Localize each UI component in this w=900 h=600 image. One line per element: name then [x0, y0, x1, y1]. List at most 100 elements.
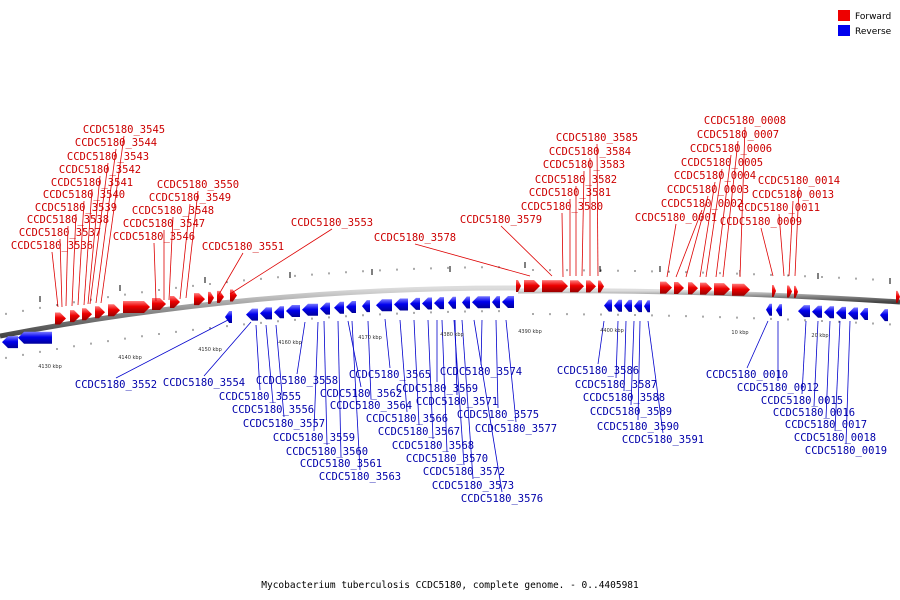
gene-label[interactable]: CCDC5180_0007	[697, 129, 779, 141]
gene-label[interactable]: CCDC5180_3590	[597, 421, 679, 433]
reverse-gene-arrow[interactable]	[836, 306, 846, 319]
gene-label[interactable]: CCDC5180_3588	[583, 392, 665, 404]
gene-label[interactable]: CCDC5180_3582	[535, 174, 617, 186]
reverse-gene-arrow[interactable]	[246, 308, 258, 321]
reverse-gene-arrow[interactable]	[502, 296, 514, 309]
reverse-gene-arrow[interactable]	[362, 300, 370, 313]
gene-label[interactable]: CCDC5180_3584	[549, 146, 631, 158]
gene-label[interactable]: CCDC5180_3569	[396, 383, 478, 395]
reverse-gene-arrow[interactable]	[422, 297, 432, 310]
forward-gene-arrow[interactable]	[208, 291, 214, 304]
forward-gene-arrow[interactable]	[95, 306, 105, 319]
reverse-gene-arrow[interactable]	[462, 296, 470, 309]
gene-label[interactable]: CCDC5180_3583	[543, 159, 625, 171]
gene-label[interactable]: CCDC5180_3577	[475, 423, 557, 435]
gene-label[interactable]: CCDC5180_0008	[704, 115, 786, 127]
gene-label[interactable]: CCDC5180_0016	[773, 407, 855, 419]
gene-label[interactable]: CCDC5180_3578	[374, 232, 456, 244]
gene-label[interactable]: CCDC5180_3550	[157, 179, 239, 191]
gene-label[interactable]: CCDC5180_3558	[256, 375, 338, 387]
gene-label[interactable]: CCDC5180_3538	[27, 214, 109, 226]
gene-label[interactable]: CCDC5180_3539	[35, 202, 117, 214]
gene-label[interactable]: CCDC5180_0018	[794, 432, 876, 444]
gene-label[interactable]: CCDC5180_0011	[738, 202, 820, 214]
gene-label[interactable]: CCDC5180_3585	[556, 132, 638, 144]
reverse-gene-arrow[interactable]	[2, 336, 18, 349]
reverse-gene-arrow[interactable]	[776, 304, 782, 317]
gene-label[interactable]: CCDC5180_3571	[416, 396, 498, 408]
gene-label[interactable]: CCDC5180_0004	[674, 170, 756, 182]
gene-label[interactable]: CCDC5180_3553	[291, 217, 373, 229]
gene-label[interactable]: CCDC5180_3563	[319, 471, 401, 483]
gene-label[interactable]: CCDC5180_3556	[232, 404, 314, 416]
forward-gene-arrow[interactable]	[732, 283, 750, 296]
gene-label[interactable]: CCDC5180_3560	[286, 446, 368, 458]
gene-label[interactable]: CCDC5180_3573	[432, 480, 514, 492]
reverse-gene-arrow[interactable]	[320, 302, 330, 315]
reverse-gene-arrow[interactable]	[434, 297, 444, 310]
reverse-gene-arrow[interactable]	[880, 309, 888, 322]
gene-label[interactable]: CCDC5180_3554	[163, 377, 245, 389]
gene-label[interactable]: CCDC5180_3559	[273, 432, 355, 444]
gene-label[interactable]: CCDC5180_3552	[75, 379, 157, 391]
reverse-gene-arrow[interactable]	[286, 305, 300, 318]
gene-label[interactable]: CCDC5180_3555	[219, 391, 301, 403]
gene-label[interactable]: CCDC5180_3567	[378, 426, 460, 438]
forward-gene-arrow[interactable]	[772, 284, 776, 297]
reverse-gene-arrow[interactable]	[614, 299, 622, 312]
reverse-gene-arrow[interactable]	[634, 300, 642, 313]
gene-label[interactable]: CCDC5180_3561	[300, 458, 382, 470]
gene-label[interactable]: CCDC5180_0002	[661, 198, 743, 210]
gene-label[interactable]: CCDC5180_0010	[706, 369, 788, 381]
reverse-gene-arrow[interactable]	[798, 305, 810, 318]
forward-gene-arrow[interactable]	[82, 308, 92, 321]
gene-label[interactable]: CCDC5180_3570	[406, 453, 488, 465]
reverse-gene-arrow[interactable]	[472, 296, 490, 309]
forward-gene-arrow[interactable]	[896, 290, 900, 303]
reverse-gene-arrow[interactable]	[260, 307, 272, 320]
gene-label[interactable]: CCDC5180_3591	[622, 434, 704, 446]
forward-gene-arrow[interactable]	[542, 280, 568, 293]
forward-gene-arrow[interactable]	[123, 301, 150, 314]
gene-label[interactable]: CCDC5180_0017	[785, 419, 867, 431]
gene-label[interactable]: CCDC5180_3537	[19, 227, 101, 239]
gene-label[interactable]: CCDC5180_3580	[521, 201, 603, 213]
gene-label[interactable]: CCDC5180_3579	[460, 214, 542, 226]
gene-label[interactable]: CCDC5180_3540	[43, 189, 125, 201]
gene-label[interactable]: CCDC5180_3557	[243, 418, 325, 430]
reverse-gene-arrow[interactable]	[812, 305, 822, 318]
reverse-gene-arrow[interactable]	[848, 307, 858, 320]
gene-label[interactable]: CCDC5180_0006	[690, 143, 772, 155]
gene-label[interactable]: CCDC5180_3544	[75, 137, 157, 149]
forward-gene-arrow[interactable]	[714, 283, 730, 296]
reverse-gene-arrow[interactable]	[410, 297, 420, 310]
forward-gene-arrow[interactable]	[194, 293, 205, 306]
reverse-gene-arrow[interactable]	[394, 298, 408, 311]
gene-label[interactable]: CCDC5180_3542	[59, 164, 141, 176]
forward-gene-arrow[interactable]	[794, 285, 798, 298]
gene-label[interactable]: CCDC5180_3565	[349, 369, 431, 381]
gene-label[interactable]: CCDC5180_3551	[202, 241, 284, 253]
reverse-gene-arrow[interactable]	[274, 306, 284, 319]
forward-gene-arrow[interactable]	[524, 280, 540, 293]
reverse-gene-arrow[interactable]	[18, 331, 52, 344]
forward-gene-arrow[interactable]	[787, 285, 792, 298]
gene-label[interactable]: CCDC5180_3548	[132, 205, 214, 217]
reverse-gene-arrow[interactable]	[766, 303, 772, 316]
forward-gene-arrow[interactable]	[70, 310, 80, 323]
gene-label[interactable]: CCDC5180_3562	[320, 388, 402, 400]
gene-label[interactable]: CCDC5180_3576	[461, 493, 543, 505]
gene-label[interactable]: CCDC5180_3543	[67, 151, 149, 163]
forward-gene-arrow[interactable]	[152, 298, 166, 311]
reverse-gene-arrow[interactable]	[604, 299, 612, 312]
gene-label[interactable]: CCDC5180_0003	[667, 184, 749, 196]
forward-gene-arrow[interactable]	[688, 282, 698, 295]
gene-label[interactable]: CCDC5180_3586	[557, 365, 639, 377]
reverse-gene-arrow[interactable]	[346, 300, 356, 313]
forward-gene-arrow[interactable]	[660, 281, 672, 294]
reverse-gene-arrow[interactable]	[624, 299, 632, 312]
reverse-gene-arrow[interactable]	[448, 296, 456, 309]
gene-label[interactable]: CCDC5180_3575	[457, 409, 539, 421]
gene-label[interactable]: CCDC5180_0014	[758, 175, 840, 187]
gene-label[interactable]: CCDC5180_3541	[51, 177, 133, 189]
